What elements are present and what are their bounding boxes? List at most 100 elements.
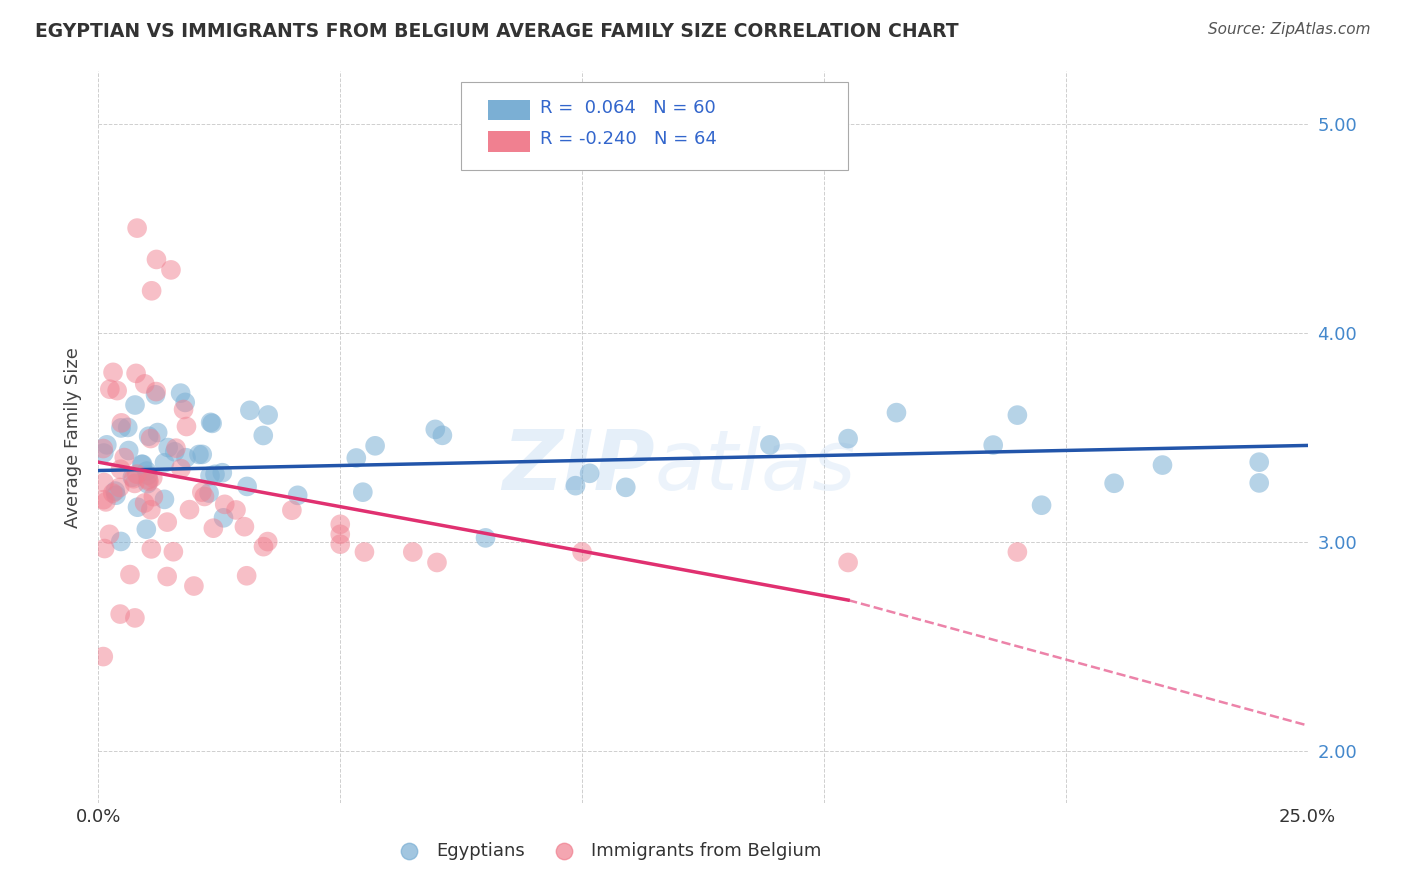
Point	[101, 486, 124, 500]
Point	[118, 567, 141, 582]
Point	[174, 450, 197, 465]
Point	[614, 480, 637, 494]
Point	[202, 521, 225, 535]
Point	[837, 556, 859, 570]
Point	[837, 432, 859, 446]
Point	[257, 408, 280, 422]
Point	[94, 495, 117, 509]
Point	[118, 443, 141, 458]
Point	[1152, 458, 1174, 472]
Point	[174, 395, 197, 409]
FancyBboxPatch shape	[461, 82, 848, 170]
Point	[101, 365, 124, 379]
Point	[179, 502, 201, 516]
Point	[165, 441, 187, 455]
Point	[329, 537, 352, 551]
Bar	[488, 100, 530, 120]
Point	[108, 607, 131, 621]
Point	[131, 458, 153, 472]
Point	[98, 382, 121, 396]
Point	[125, 367, 148, 381]
Point	[214, 497, 236, 511]
Point	[93, 541, 115, 556]
Point	[98, 527, 121, 541]
Point	[156, 569, 179, 583]
Point	[110, 534, 132, 549]
Point	[136, 473, 159, 487]
Point	[759, 438, 782, 452]
Point	[200, 416, 222, 430]
Point	[426, 556, 449, 570]
Point	[187, 447, 209, 461]
Point	[112, 450, 135, 465]
Point	[193, 490, 215, 504]
Point	[1031, 498, 1053, 512]
Point	[127, 500, 149, 515]
Point	[157, 441, 180, 455]
Point	[93, 446, 115, 460]
Point	[141, 284, 163, 298]
Point	[886, 406, 908, 420]
Point	[364, 439, 387, 453]
Point	[127, 221, 149, 235]
Point	[432, 428, 454, 442]
Point	[135, 464, 157, 478]
Point	[1102, 476, 1125, 491]
Point	[474, 531, 496, 545]
Point	[105, 384, 128, 398]
Point	[134, 376, 156, 391]
Point	[252, 428, 274, 442]
Point	[287, 488, 309, 502]
Point	[110, 416, 132, 430]
Point	[110, 462, 132, 476]
Point	[139, 432, 162, 446]
Point	[252, 540, 274, 554]
Point	[256, 534, 278, 549]
Point	[198, 468, 221, 483]
Point	[236, 479, 259, 493]
Point	[578, 467, 600, 481]
Text: EGYPTIAN VS IMMIGRANTS FROM BELGIUM AVERAGE FAMILY SIZE CORRELATION CHART: EGYPTIAN VS IMMIGRANTS FROM BELGIUM AVER…	[35, 22, 959, 41]
Point	[425, 422, 447, 436]
Point	[145, 388, 167, 402]
Point	[235, 568, 257, 582]
Point	[93, 492, 115, 507]
Text: R =  0.064   N = 60: R = 0.064 N = 60	[540, 99, 716, 117]
Point	[329, 517, 352, 532]
Point	[239, 403, 262, 417]
Point	[163, 445, 186, 459]
Bar	[488, 131, 530, 152]
Point	[169, 386, 191, 401]
Point	[1007, 545, 1029, 559]
Point	[142, 471, 165, 485]
Point	[91, 649, 114, 664]
Point	[145, 384, 167, 399]
Point	[344, 450, 367, 465]
Y-axis label: Average Family Size: Average Family Size	[65, 347, 83, 527]
Point	[108, 480, 131, 494]
Point	[124, 398, 146, 412]
Point	[233, 519, 256, 533]
Point	[204, 467, 226, 482]
Text: Source: ZipAtlas.com: Source: ZipAtlas.com	[1208, 22, 1371, 37]
Point	[212, 511, 235, 525]
Point	[191, 485, 214, 500]
Point	[142, 490, 165, 504]
Point	[125, 467, 148, 482]
Point	[91, 442, 114, 456]
Point	[121, 470, 143, 484]
Point	[156, 515, 179, 529]
Point	[329, 527, 352, 541]
Point	[353, 545, 375, 559]
Legend: Egyptians, Immigrants from Belgium: Egyptians, Immigrants from Belgium	[384, 835, 830, 867]
Point	[198, 486, 221, 500]
Point	[131, 457, 153, 471]
Point	[564, 478, 586, 492]
Point	[145, 252, 167, 267]
Point	[352, 485, 374, 500]
Point	[124, 611, 146, 625]
Point	[141, 541, 163, 556]
Point	[225, 503, 247, 517]
Point	[1007, 408, 1029, 422]
Point	[122, 472, 145, 486]
